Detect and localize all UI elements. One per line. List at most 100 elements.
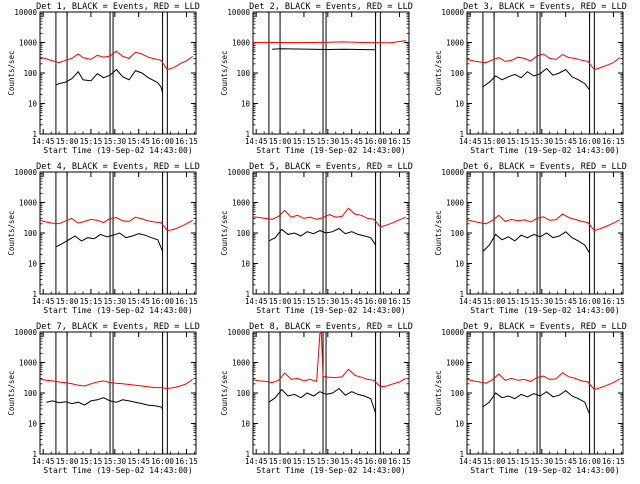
y-axis-label: Counts/sec [7, 370, 16, 415]
y-tick-label: 10000 [14, 8, 37, 17]
chart-title: Det 4, BLACK = Events, RED = LLD [36, 162, 200, 172]
chart-title: Det 5, BLACK = Events, RED = LLD [249, 162, 413, 172]
y-tick-label: 10000 [227, 168, 250, 177]
y-tick-label: 1000 [232, 199, 251, 208]
y-tick-label: 10 [455, 420, 465, 429]
y-axis-label: Counts/sec [434, 50, 443, 95]
x-tick-label: 15:15 [507, 457, 530, 466]
y-axis-label: Counts/sec [434, 370, 443, 415]
x-tick-label: 15:00 [269, 457, 292, 466]
x-tick-label: 15:15 [293, 137, 316, 146]
y-tick-label: 10 [28, 420, 38, 429]
series-line-events [482, 231, 591, 254]
x-tick-label: 16:00 [151, 457, 174, 466]
chart-panel-8: Det 8, BLACK = Events, RED = LLD 1 10 100 10… [220, 322, 413, 475]
plot-frame [252, 11, 410, 135]
y-tick-label: 10 [28, 260, 38, 269]
x-tick-label: 15:30 [317, 137, 340, 146]
x-axis-label: Start Time (19-Sep-02 14:43:00) [43, 306, 192, 315]
x-tick-label: 15:15 [80, 297, 103, 306]
x-tick-label: 15:45 [340, 457, 363, 466]
chart-panel-6: Det 6, BLACK = Events, RED = LLD 1 10 100 10… [434, 162, 627, 315]
plot-frame [252, 171, 410, 295]
x-tick-label: 15:00 [483, 137, 506, 146]
x-tick-label: 15:45 [127, 297, 150, 306]
series-line-events [46, 397, 163, 410]
x-tick-label: 15:00 [269, 297, 292, 306]
series-line-lld [466, 53, 621, 71]
x-tick-label: 16:15 [602, 297, 625, 306]
y-tick-label: 1 [459, 290, 464, 299]
y-tick-label: 1000 [446, 199, 465, 208]
plot-frame [466, 171, 624, 295]
y-tick-label: 100 [23, 389, 37, 398]
x-tick-label: 15:45 [340, 137, 363, 146]
series-line-events [268, 227, 377, 246]
x-tick-label: 16:00 [151, 297, 174, 306]
x-tick-label: 15:30 [531, 297, 554, 306]
x-tick-label: 16:15 [175, 457, 198, 466]
y-tick-label: 100 [23, 229, 37, 238]
chart-title: Det 7, BLACK = Events, RED = LLD [36, 322, 200, 332]
x-tick-label: 15:15 [507, 137, 530, 146]
chart-title: Det 1, BLACK = Events, RED = LLD [36, 2, 200, 12]
x-tick-label: 15:30 [531, 137, 554, 146]
chart-title: Det 2, BLACK = Events, RED = LLD [249, 2, 413, 12]
x-tick-label: 15:45 [340, 297, 363, 306]
x-tick-label: 15:15 [293, 457, 316, 466]
x-tick-label: 16:15 [175, 297, 198, 306]
plot-frame [39, 11, 197, 135]
series-line-lld [39, 50, 194, 71]
y-axis-label: Counts/sec [220, 370, 229, 415]
y-tick-label: 10 [455, 260, 465, 269]
x-tick-label: 15:45 [554, 457, 577, 466]
chart-panel-7: Det 7, BLACK = Events, RED = LLD 1 10 100 10… [7, 322, 200, 475]
x-tick-label: 15:00 [483, 457, 506, 466]
x-axis-label: Start Time (19-Sep-02 14:43:00) [256, 146, 405, 155]
chart-title: Det 6, BLACK = Events, RED = LLD [463, 162, 627, 172]
x-axis-label: Start Time (19-Sep-02 14:43:00) [256, 466, 405, 475]
series-line-lld [252, 332, 407, 388]
x-tick-label: 15:30 [317, 457, 340, 466]
x-tick-label: 15:15 [80, 137, 103, 146]
x-tick-label: 14:45 [459, 457, 482, 466]
x-tick-label: 15:45 [127, 137, 150, 146]
chart-panel-3: Det 3, BLACK = Events, RED = LLD 1 10 100 10… [434, 2, 627, 155]
x-axis-label: Start Time (19-Sep-02 14:43:00) [470, 146, 619, 155]
x-tick-label: 16:15 [175, 137, 198, 146]
y-tick-label: 1000 [19, 39, 38, 48]
x-tick-label: 16:00 [151, 137, 174, 146]
y-tick-label: 10 [241, 260, 251, 269]
x-tick-label: 15:30 [317, 297, 340, 306]
x-axis-label: Start Time (19-Sep-02 14:43:00) [470, 466, 619, 475]
y-axis-label: Counts/sec [220, 50, 229, 95]
x-tick-label: 16:00 [578, 297, 601, 306]
y-tick-label: 1 [32, 450, 37, 459]
x-tick-label: 14:45 [32, 297, 55, 306]
y-tick-label: 100 [450, 69, 464, 78]
series-line-events [55, 232, 164, 252]
y-tick-label: 1000 [446, 39, 465, 48]
x-tick-label: 15:15 [507, 297, 530, 306]
y-tick-label: 100 [236, 229, 250, 238]
y-tick-label: 10 [241, 100, 251, 109]
x-tick-label: 15:45 [127, 457, 150, 466]
y-tick-label: 1000 [232, 359, 251, 368]
x-tick-label: 15:00 [269, 137, 292, 146]
x-tick-label: 15:15 [293, 297, 316, 306]
y-axis-label: Counts/sec [7, 210, 16, 255]
y-tick-label: 10 [455, 100, 465, 109]
y-tick-label: 1 [245, 450, 250, 459]
series-line-events [482, 67, 590, 91]
y-tick-label: 1 [32, 130, 37, 139]
chart-panel-5: Det 5, BLACK = Events, RED = LLD 1 10 100 10… [220, 162, 413, 315]
x-tick-label: 14:45 [245, 297, 268, 306]
series-line-events [268, 387, 377, 414]
x-tick-label: 15:00 [483, 297, 506, 306]
x-tick-label: 14:45 [459, 297, 482, 306]
x-tick-label: 14:45 [32, 457, 55, 466]
series-line-lld [39, 216, 194, 232]
y-tick-label: 1 [32, 290, 37, 299]
x-tick-label: 16:15 [388, 137, 411, 146]
